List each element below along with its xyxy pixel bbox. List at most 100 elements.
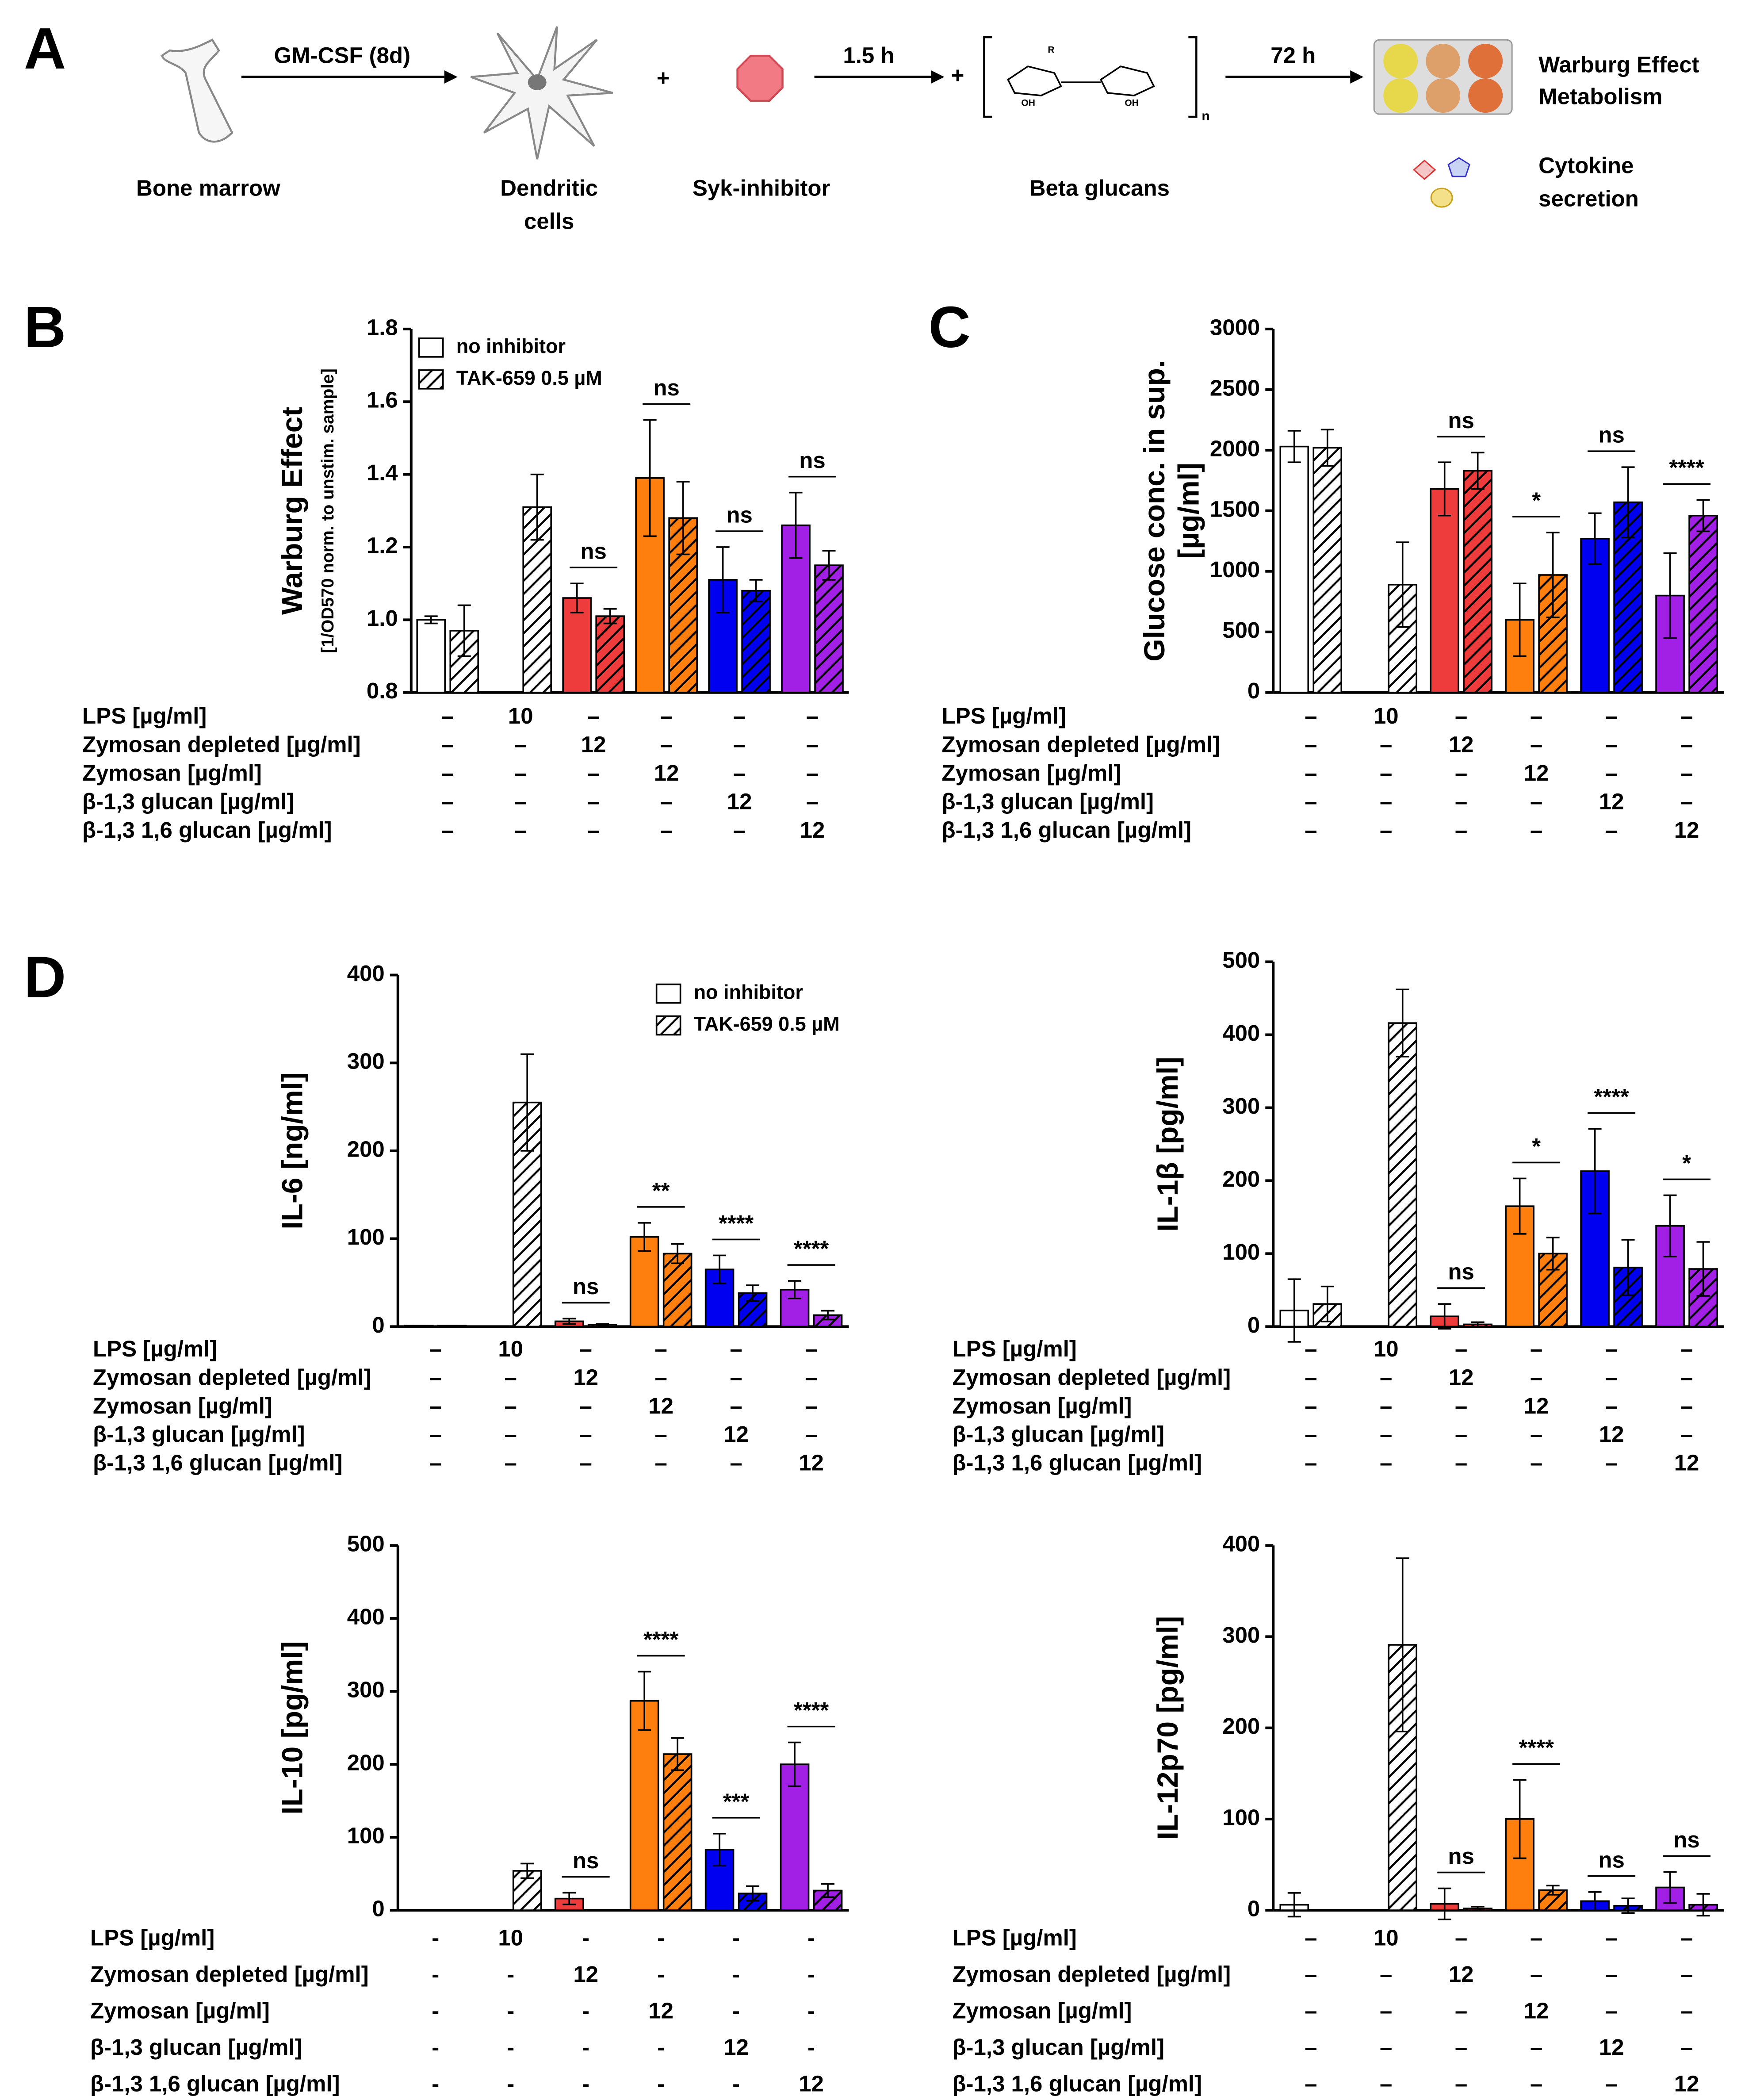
condition-cell: – — [1380, 2071, 1392, 2096]
condition-cell: - — [807, 1925, 815, 1950]
condition-cell: – — [1380, 1962, 1392, 1987]
condition-cell: 10 — [1374, 703, 1399, 728]
condition-label: β-1,3 glucan [µg/ml] — [90, 2035, 302, 2060]
y-tick-label: 500 — [1222, 947, 1260, 973]
error-bar — [749, 579, 763, 603]
condition-cell: – — [1305, 817, 1317, 843]
condition-label: Zymosan depleted [µg/ml] — [82, 732, 361, 757]
error-bar — [596, 1323, 609, 1327]
condition-cell: 10 — [1374, 1925, 1399, 1950]
condition-label: β-1,3 glucan [µg/ml] — [82, 789, 295, 814]
error-bar — [746, 1284, 760, 1302]
condition-cell: 12 — [648, 1998, 673, 2023]
condition-cell: – — [1455, 1925, 1467, 1950]
significance-label: **** — [1594, 1084, 1629, 1109]
condition-cell: – — [514, 789, 527, 814]
condition-cell: – — [1305, 732, 1317, 757]
legend-swatch — [418, 369, 444, 390]
condition-label: Zymosan [µg/ml] — [93, 1393, 272, 1418]
condition-cell: - — [657, 2035, 665, 2060]
condition-cell: – — [730, 1364, 742, 1390]
condition-cell: – — [579, 1393, 592, 1418]
condition-cell: – — [1530, 2071, 1542, 2096]
condition-cell: - — [732, 1925, 740, 1950]
condition-cell: – — [1530, 789, 1542, 814]
y-tick-label: 0 — [372, 1896, 384, 1921]
condition-cell: – — [730, 1393, 742, 1418]
condition-cell: – — [805, 1364, 817, 1390]
well — [1468, 44, 1503, 79]
condition-cell: - — [432, 2035, 439, 2060]
condition-cell: – — [660, 789, 673, 814]
error-bar — [1696, 1893, 1710, 1917]
bar — [562, 597, 592, 694]
condition-cell: – — [1605, 703, 1618, 728]
error-bar — [1546, 532, 1560, 618]
significance-label: * — [1682, 1150, 1691, 1176]
condition-cell: - — [657, 2071, 665, 2096]
significance-label: **** — [643, 1627, 679, 1652]
bar — [662, 1253, 693, 1328]
condition-cell: 12 — [648, 1393, 673, 1418]
condition-cell: – — [1305, 1998, 1317, 2023]
condition-cell: – — [1680, 1336, 1693, 1361]
condition-cell: – — [1455, 1422, 1467, 1447]
bar — [1688, 1268, 1718, 1328]
condition-cell: – — [654, 1336, 667, 1361]
condition-cell: 12 — [1674, 2071, 1699, 2096]
condition-cell: – — [587, 789, 600, 814]
condition-cell: – — [441, 703, 454, 728]
condition-cell: – — [429, 1422, 442, 1447]
error-bar — [789, 491, 803, 559]
error-bar — [1513, 1177, 1527, 1235]
structure-label: R — [1048, 45, 1054, 55]
y-axis-label: Glucose conc. in sup. — [1138, 360, 1171, 662]
condition-cell: – — [505, 1393, 517, 1418]
condition-cell: 12 — [799, 2071, 824, 2096]
condition-cell: - — [807, 1998, 815, 2023]
condition-label: Zymosan [µg/ml] — [90, 1998, 270, 2023]
condition-cell: – — [587, 817, 600, 843]
bar — [814, 564, 844, 694]
plus: + — [951, 63, 964, 88]
condition-cell: – — [806, 760, 819, 786]
condition-cell: 12 — [573, 1364, 598, 1390]
y-tick-label: 100 — [1222, 1805, 1260, 1830]
condition-cell: – — [733, 817, 746, 843]
condition-cell: – — [514, 732, 527, 757]
condition-label: Zymosan [µg/ml] — [941, 760, 1121, 786]
y-tick-label: 300 — [1222, 1622, 1260, 1648]
error-bar — [822, 550, 836, 581]
y-tick-label: 300 — [347, 1677, 385, 1702]
y-tick-label: 1.2 — [367, 533, 398, 558]
arrow-label: GM-CSF (8d) — [274, 43, 411, 68]
error-bar — [746, 1885, 760, 1902]
error-bar — [1621, 1897, 1635, 1914]
error-bar — [424, 615, 438, 625]
error-bar — [1396, 541, 1409, 628]
condition-cell: – — [660, 732, 673, 757]
condition-cell: – — [805, 1393, 817, 1418]
y-tick-label: 500 — [347, 1531, 385, 1556]
plus: + — [657, 65, 670, 91]
significance-label: ns — [1598, 1847, 1624, 1872]
error-bar — [1513, 1779, 1527, 1859]
legend-label: no inhibitor — [694, 981, 803, 1003]
significance-label: **** — [794, 1236, 829, 1261]
condition-cell: – — [1680, 1393, 1693, 1418]
condition-label: β-1,3 1,6 glucan [µg/ml] — [952, 1450, 1202, 1475]
condition-cell: – — [1305, 1450, 1317, 1475]
condition-cell: – — [1530, 1925, 1542, 1950]
condition-label: β-1,3 1,6 glucan [µg/ml] — [90, 2071, 340, 2096]
significance-label: ns — [1673, 1827, 1699, 1852]
condition-cell: – — [1605, 732, 1618, 757]
condition-label: β-1,3 glucan [µg/ml] — [952, 1422, 1164, 1447]
condition-cell: - — [732, 1998, 740, 2023]
step-label: cells — [524, 208, 574, 234]
error-bar — [821, 1310, 835, 1321]
condition-label: β-1,3 glucan [µg/ml] — [941, 789, 1154, 814]
condition-cell: – — [805, 1336, 817, 1361]
condition-cell: 12 — [1674, 1450, 1699, 1475]
significance-label: ns — [799, 448, 825, 473]
condition-cell: 12 — [581, 732, 606, 757]
